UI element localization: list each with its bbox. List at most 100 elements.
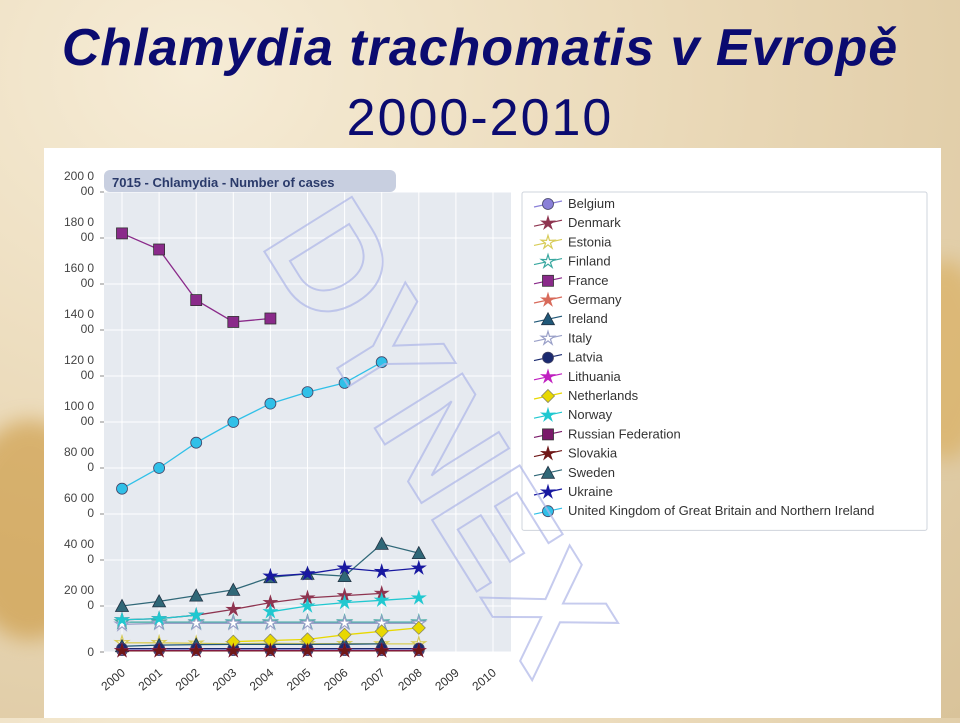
legend-marker — [540, 388, 556, 404]
data-point — [113, 615, 131, 632]
legend-item[interactable]: Finland — [533, 252, 611, 270]
x-tick-label: 2001 — [136, 665, 166, 693]
legend-marker — [539, 445, 557, 461]
legend-label: Germany — [568, 292, 622, 307]
legend-label: France — [568, 273, 608, 288]
data-point — [116, 482, 128, 495]
legend-marker — [542, 505, 554, 518]
legend-label: Ukraine — [568, 484, 613, 499]
data-point — [411, 545, 426, 560]
data-point — [190, 436, 203, 449]
legend-marker — [542, 274, 554, 287]
y-tick-label: 200 0 — [64, 169, 94, 183]
x-tick-label: 2002 — [173, 665, 203, 693]
legend-label: Lithuania — [568, 369, 622, 384]
legend-marker — [540, 465, 556, 479]
data-point — [410, 559, 427, 575]
data-point — [299, 597, 316, 613]
legend-label: United Kingdom of Great Britain and Nort… — [568, 503, 874, 518]
y-tick-label: 00 — [81, 414, 95, 428]
chart-title: 7015 - Chlamydia - Number of cases — [112, 175, 335, 190]
legend-item[interactable]: Russian Federation — [533, 426, 681, 441]
data-point — [373, 563, 390, 579]
legend-item[interactable]: Denmark — [533, 214, 621, 231]
legend-item[interactable]: Lithuania — [533, 368, 622, 384]
y-tick-label: 00 — [81, 276, 95, 290]
data-point — [264, 312, 277, 325]
series-france — [116, 227, 277, 328]
legend-label: Norway — [568, 407, 613, 422]
legend-item[interactable]: United Kingdom of Great Britain and Nort… — [533, 503, 874, 518]
legend-marker — [539, 483, 557, 499]
data-point — [189, 588, 204, 602]
y-tick-label: 00 — [81, 230, 95, 244]
x-tick-label: 2008 — [395, 665, 425, 693]
legend-item[interactable]: Slovakia — [533, 445, 618, 461]
y-tick-label: 160 0 — [64, 261, 94, 275]
y-tick-label: 20 00 — [64, 583, 94, 597]
legend-box — [521, 191, 928, 531]
y-tick-label: 60 00 — [64, 491, 94, 505]
data-point — [298, 614, 317, 631]
series-group — [113, 227, 428, 658]
data-point — [151, 610, 168, 626]
legend-item[interactable]: Ireland — [533, 311, 608, 326]
y-tick-label: 140 0 — [64, 307, 94, 321]
y-tick-label: 100 0 — [64, 399, 94, 413]
legend-label: Denmark — [568, 215, 621, 230]
y-tick-label: 00 — [81, 322, 95, 336]
data-point — [187, 614, 205, 631]
legend-item[interactable]: Netherlands — [533, 388, 639, 404]
data-point — [337, 627, 352, 642]
data-point — [374, 624, 389, 639]
x-tick-label: 2000 — [98, 665, 128, 693]
data-point — [225, 601, 242, 617]
grid — [104, 191, 511, 653]
legend-item[interactable]: Germany — [533, 291, 622, 307]
series-ukraine — [262, 559, 427, 583]
y-tick-label: 0 — [87, 552, 94, 566]
data-point — [227, 316, 240, 328]
data-point — [225, 642, 242, 658]
data-point — [151, 594, 167, 608]
legend-item[interactable]: Ukraine — [533, 483, 613, 499]
data-point — [338, 376, 351, 389]
data-point — [224, 614, 243, 631]
legend-item[interactable]: Norway — [533, 406, 613, 422]
data-point — [227, 416, 240, 428]
data-point — [336, 594, 353, 610]
legend-marker — [539, 291, 557, 307]
x-tick-label: 2007 — [358, 665, 388, 693]
legend-item[interactable]: Italy — [533, 329, 592, 346]
legend-label: Sweden — [568, 465, 615, 480]
legend-item[interactable]: Belgium — [533, 196, 615, 211]
chart-title-tab — [104, 170, 396, 192]
legend-marker — [542, 428, 554, 441]
legend-item[interactable]: Estonia — [533, 233, 612, 250]
data-point — [113, 642, 131, 658]
legend-label: Estonia — [568, 234, 612, 249]
legend-label: Finland — [568, 254, 611, 269]
legend-marker — [539, 252, 557, 270]
x-tick-label: 2006 — [321, 665, 351, 693]
legend-marker — [539, 329, 557, 346]
legend-marker — [540, 311, 556, 326]
data-point — [336, 559, 353, 575]
y-tick-label: 0 — [87, 506, 94, 520]
slide-subtitle: 2000-2010 — [346, 89, 614, 147]
series-netherlands — [226, 620, 426, 649]
series-united-kingdom-of-great-britain-and-northern-ireland — [116, 356, 388, 495]
data-point — [190, 294, 203, 307]
legend-item[interactable]: France — [533, 273, 608, 288]
y-tick-label: 0 — [87, 460, 94, 474]
y-tick-label: 00 — [81, 184, 95, 198]
legend-item[interactable]: Sweden — [533, 465, 615, 480]
data-point — [410, 589, 427, 605]
data-point — [113, 611, 131, 627]
legend-item[interactable]: Latvia — [533, 350, 603, 365]
legend-marker — [539, 214, 557, 231]
data-point — [299, 565, 316, 581]
data-point — [116, 227, 128, 240]
series-line — [121, 361, 383, 490]
